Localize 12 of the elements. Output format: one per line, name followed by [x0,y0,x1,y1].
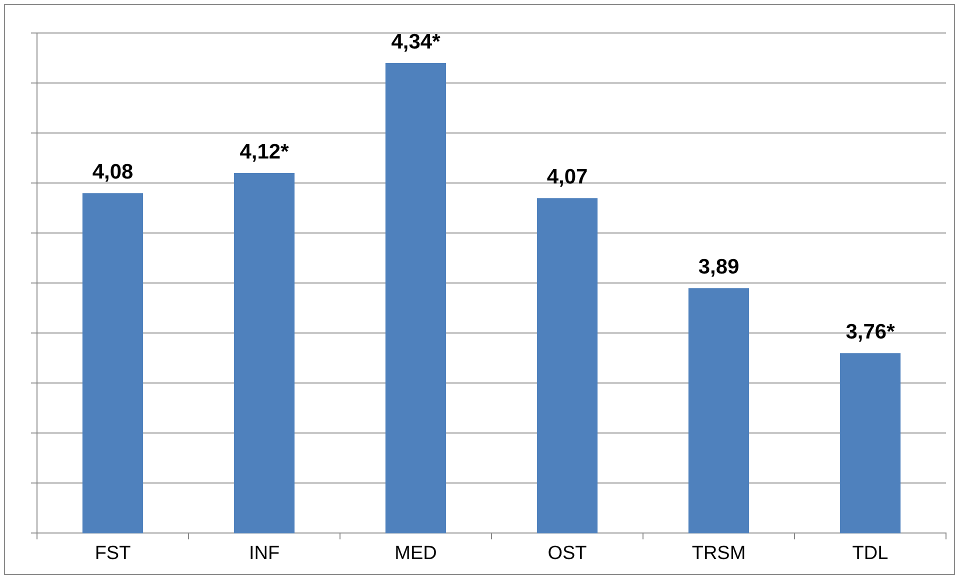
x-tick-label: OST [548,542,588,564]
data-label: 4,34* [391,30,442,54]
x-tick-label: FST [94,542,132,564]
x-tick-label: TRSM [692,542,746,564]
data-label: 3,89 [698,255,740,278]
data-label: 4,07 [546,165,588,188]
x-tick-label: INF [248,542,280,564]
x-tick-label: MED [394,542,437,564]
x-tick-label: TDL [852,542,888,564]
data-label: 4,12* [240,140,290,164]
data-label: 4,08 [92,160,134,184]
data-label: 3,76* [846,320,896,344]
